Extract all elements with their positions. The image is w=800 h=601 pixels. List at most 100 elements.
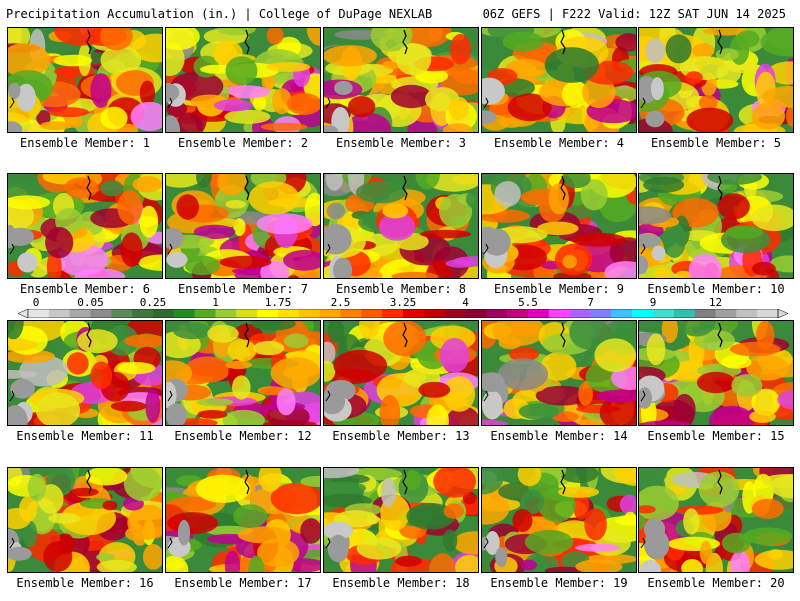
- precipitation-field: [639, 28, 793, 132]
- coastline: [483, 390, 489, 402]
- precipitation-map: [7, 27, 163, 133]
- precipitation-map: [7, 320, 163, 426]
- precipitation-field: [324, 468, 478, 572]
- coastline: [325, 390, 331, 402]
- coastline: [9, 97, 15, 109]
- colorbar-swatch: [736, 309, 758, 318]
- precipitation-map: [638, 467, 794, 573]
- ensemble-member-label: Ensemble Member: 2: [177, 136, 309, 150]
- precipitation-field: [324, 174, 478, 278]
- ensemble-member-label: Ensemble Member: 15: [647, 429, 785, 443]
- lake-shoreline: [717, 322, 723, 348]
- ensemble-member-label: Ensemble Member: 18: [332, 576, 470, 590]
- lake-shoreline: [402, 322, 408, 348]
- ensemble-member-panel: Ensemble Member: 18: [323, 467, 479, 601]
- colorbar-tick-label: 1.75: [264, 296, 292, 309]
- ensemble-member-panel: Ensemble Member: 14: [481, 320, 637, 454]
- colorbar-tick-label: 0.25: [139, 296, 167, 309]
- ensemble-member-panel: Ensemble Member: 13: [323, 320, 479, 454]
- colorbar-swatch: [340, 309, 362, 318]
- coastline: [640, 537, 646, 549]
- ensemble-member-label: Ensemble Member: 12: [174, 429, 312, 443]
- colorbar-tick-label: 12: [708, 296, 723, 309]
- precipitation-map: [7, 173, 163, 279]
- colorbar-swatch: [569, 309, 591, 318]
- ensemble-member-label: Ensemble Member: 20: [647, 576, 785, 590]
- lake-shoreline: [560, 175, 566, 201]
- colorbar-tick-label: 5.5: [518, 296, 538, 309]
- coastline: [325, 537, 331, 549]
- colorbar-swatch: [90, 309, 112, 318]
- lake-shoreline: [244, 469, 250, 495]
- precipitation-field: [166, 321, 320, 425]
- lake-shoreline: [86, 175, 92, 201]
- precipitation-map: [638, 173, 794, 279]
- precipitation-field: [639, 174, 793, 278]
- precipitation-map: [165, 173, 321, 279]
- colorbar-swatch: [465, 309, 487, 318]
- precipitation-map: [165, 467, 321, 573]
- colorbar-tick-label: 1: [212, 296, 219, 309]
- colorbar-swatch: [236, 309, 258, 318]
- colorbar-swatch: [132, 309, 154, 318]
- lake-shoreline: [244, 175, 250, 201]
- coastline: [640, 390, 646, 402]
- colorbar-tick-label: 4: [462, 296, 469, 309]
- ensemble-member-label: Ensemble Member: 9: [493, 282, 625, 296]
- ensemble-member-label: Ensemble Member: 11: [16, 429, 154, 443]
- coastline: [9, 537, 15, 549]
- colorbar-swatch: [528, 309, 550, 318]
- ensemble-member-panel: Ensemble Member: 5: [638, 27, 794, 161]
- colorbar-swatch: [757, 309, 779, 318]
- precipitation-map: [165, 320, 321, 426]
- coastline: [167, 390, 173, 402]
- ensemble-member-panel: Ensemble Member: 9: [481, 173, 637, 307]
- colorbar-swatch: [319, 309, 341, 318]
- colorbar-swatch: [694, 309, 716, 318]
- precipitation-field: [166, 28, 320, 132]
- colorbar-swatch: [111, 309, 133, 318]
- ensemble-member-label: Ensemble Member: 10: [647, 282, 785, 296]
- colorbar-tick-labels: 0 0.05 0.25 1 1.75 2.5 3.25 4 5.5 7 9 12: [18, 296, 788, 309]
- ensemble-member-label: Ensemble Member: 16: [16, 576, 154, 590]
- colorbar-swatch: [507, 309, 529, 318]
- colorbar-swatch: [215, 309, 237, 318]
- colorbar-tick-label: 9: [649, 296, 657, 309]
- colorbar-swatch: [548, 309, 570, 318]
- colorbar-swatch: [194, 309, 216, 318]
- coastline: [325, 97, 331, 109]
- colorbar-outline: [27, 309, 779, 318]
- ensemble-member-label: Ensemble Member: 3: [335, 136, 467, 150]
- precipitation-map: [638, 320, 794, 426]
- precipitation-colorbar: 0 0.05 0.25 1 1.75 2.5 3.25 4 5.5 7 9 12: [18, 296, 788, 318]
- colorbar-swatch: [423, 309, 445, 318]
- ensemble-member-panel: Ensemble Member: 2: [165, 27, 321, 161]
- colorbar-swatch: [715, 309, 737, 318]
- colorbar-swatch: [632, 309, 654, 318]
- coastline: [167, 97, 173, 109]
- precipitation-field: [8, 321, 162, 425]
- lake-shoreline: [402, 469, 408, 495]
- lake-shoreline: [717, 29, 723, 55]
- precipitation-map: [481, 173, 637, 279]
- colorbar-swatch: [590, 309, 612, 318]
- colorbar-swatch: [173, 309, 195, 318]
- precipitation-map: [481, 320, 637, 426]
- ensemble-member-panel: Ensemble Member: 1: [7, 27, 163, 161]
- colorbar-swatch: [403, 309, 425, 318]
- precipitation-field: [8, 468, 162, 572]
- colorbar-swatch: [361, 309, 383, 318]
- colorbar-swatch: [444, 309, 466, 318]
- precipitation-field: [8, 174, 162, 278]
- ensemble-member-panel: Ensemble Member: 10: [638, 173, 794, 307]
- coastline: [640, 243, 646, 255]
- lake-shoreline: [86, 29, 92, 55]
- lake-shoreline: [402, 175, 408, 201]
- ensemble-member-label: Ensemble Member: 13: [332, 429, 470, 443]
- lake-shoreline: [244, 322, 250, 348]
- colorbar-tick-label: 0.05: [77, 296, 104, 309]
- colorbar-swatch: [48, 309, 70, 318]
- ensemble-member-label: Ensemble Member: 6: [19, 282, 151, 296]
- precipitation-field: [639, 321, 793, 425]
- lake-shoreline: [402, 29, 408, 55]
